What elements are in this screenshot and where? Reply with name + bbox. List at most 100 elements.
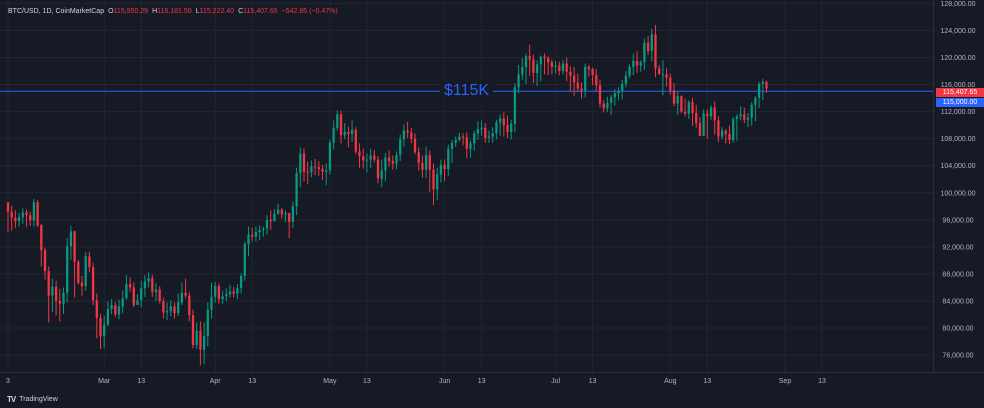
candle-body bbox=[265, 219, 269, 229]
candle-body bbox=[40, 225, 43, 251]
candle-body bbox=[77, 261, 80, 283]
time-tick-label: Jul bbox=[551, 378, 560, 385]
candle-body bbox=[58, 300, 61, 304]
candle-body bbox=[191, 315, 195, 345]
candle-body bbox=[765, 81, 768, 89]
candle-body bbox=[558, 65, 561, 72]
candle-body bbox=[532, 59, 535, 74]
candle-body bbox=[136, 300, 139, 306]
candle-body bbox=[702, 113, 705, 136]
open-value: 115,950.29 bbox=[113, 8, 149, 15]
current-price-badge: 115,407.65 bbox=[936, 88, 984, 97]
annotation-115k-label[interactable]: $115K bbox=[440, 82, 494, 101]
candle-body bbox=[417, 152, 420, 164]
candle-body bbox=[43, 250, 47, 272]
candle-body bbox=[306, 171, 309, 173]
candle-body bbox=[36, 202, 39, 226]
candle-body bbox=[569, 71, 572, 76]
close-value: 115,407.65 bbox=[243, 8, 278, 15]
candle-body bbox=[436, 174, 439, 190]
candle-body bbox=[461, 136, 465, 138]
candle-body bbox=[543, 56, 546, 59]
candle-body bbox=[376, 159, 380, 179]
candle-body bbox=[624, 75, 628, 84]
tradingview-logo[interactable]: TV TradingView bbox=[7, 395, 58, 404]
candle-body bbox=[380, 170, 383, 179]
time-tick-label: 13 bbox=[478, 378, 486, 385]
candle-body bbox=[232, 291, 235, 294]
price-tick-label: 80,000.00 bbox=[942, 326, 973, 333]
price-tick-label: 120,000.00 bbox=[940, 55, 975, 62]
price-tick-label: 92,000.00 bbox=[942, 244, 973, 251]
candle-body bbox=[510, 123, 513, 132]
candle-body bbox=[210, 296, 213, 310]
candle-body bbox=[421, 163, 424, 170]
candle-body bbox=[95, 300, 98, 318]
candle-body bbox=[384, 157, 387, 171]
candle-body bbox=[29, 215, 32, 221]
candle-body bbox=[69, 231, 73, 247]
candle-body bbox=[743, 114, 746, 120]
time-tick-label: Aug bbox=[664, 378, 677, 385]
candle-body bbox=[373, 155, 376, 160]
candle-body bbox=[362, 156, 365, 161]
candle-body bbox=[347, 131, 350, 134]
candle-body bbox=[140, 288, 143, 301]
candle-body bbox=[498, 118, 502, 123]
candle-body bbox=[672, 90, 676, 104]
candle-body bbox=[14, 217, 17, 222]
candle-body bbox=[121, 298, 124, 307]
candle-body bbox=[547, 58, 550, 63]
candle-body bbox=[225, 294, 228, 297]
price-tick-label: 84,000.00 bbox=[942, 298, 973, 305]
candle-body bbox=[80, 282, 84, 287]
candle-body bbox=[602, 103, 605, 109]
candle-body bbox=[62, 292, 65, 304]
candle-body bbox=[535, 64, 539, 74]
candle-body bbox=[732, 119, 735, 141]
candle-body bbox=[687, 102, 690, 114]
candle-body bbox=[88, 256, 91, 268]
candle-body bbox=[288, 213, 291, 222]
candle-body bbox=[114, 305, 117, 315]
candle-body bbox=[169, 306, 172, 312]
candle-body bbox=[350, 129, 354, 134]
candle-body bbox=[99, 317, 102, 337]
candle-body bbox=[646, 42, 650, 51]
candle-body bbox=[128, 284, 132, 288]
candle-body bbox=[717, 120, 720, 137]
candle-body bbox=[387, 157, 391, 161]
candle-body bbox=[517, 74, 520, 88]
candle-body bbox=[754, 98, 757, 105]
candle-body bbox=[502, 118, 505, 126]
symbol-label[interactable]: BTC/USD, 1D, CoinMarketCap bbox=[8, 8, 105, 15]
candle-body bbox=[428, 154, 431, 170]
candle-body bbox=[206, 309, 209, 337]
candle-body bbox=[606, 102, 609, 109]
brand-label: TradingView bbox=[19, 396, 58, 403]
time-tick-label: Sep bbox=[779, 378, 792, 385]
candle-body bbox=[217, 286, 221, 299]
candle-body bbox=[665, 74, 668, 78]
candle-body bbox=[276, 209, 280, 214]
candle-body bbox=[162, 300, 165, 313]
candle-body bbox=[735, 116, 739, 120]
close-label: C bbox=[238, 8, 244, 15]
candle-body bbox=[632, 60, 635, 67]
candle-body bbox=[125, 284, 128, 299]
candle-body bbox=[524, 56, 528, 67]
candle-body bbox=[239, 275, 243, 289]
candle-body bbox=[243, 244, 246, 276]
candle-body bbox=[576, 82, 579, 89]
candle-body bbox=[236, 288, 239, 294]
candle-body bbox=[195, 330, 198, 345]
candle-body bbox=[177, 302, 180, 314]
candle-body bbox=[591, 68, 594, 76]
candle-body bbox=[550, 62, 554, 67]
candle-body bbox=[317, 167, 320, 170]
price-tick-label: 124,000.00 bbox=[940, 28, 975, 35]
candle-body bbox=[10, 211, 13, 218]
candle-body bbox=[110, 305, 113, 310]
